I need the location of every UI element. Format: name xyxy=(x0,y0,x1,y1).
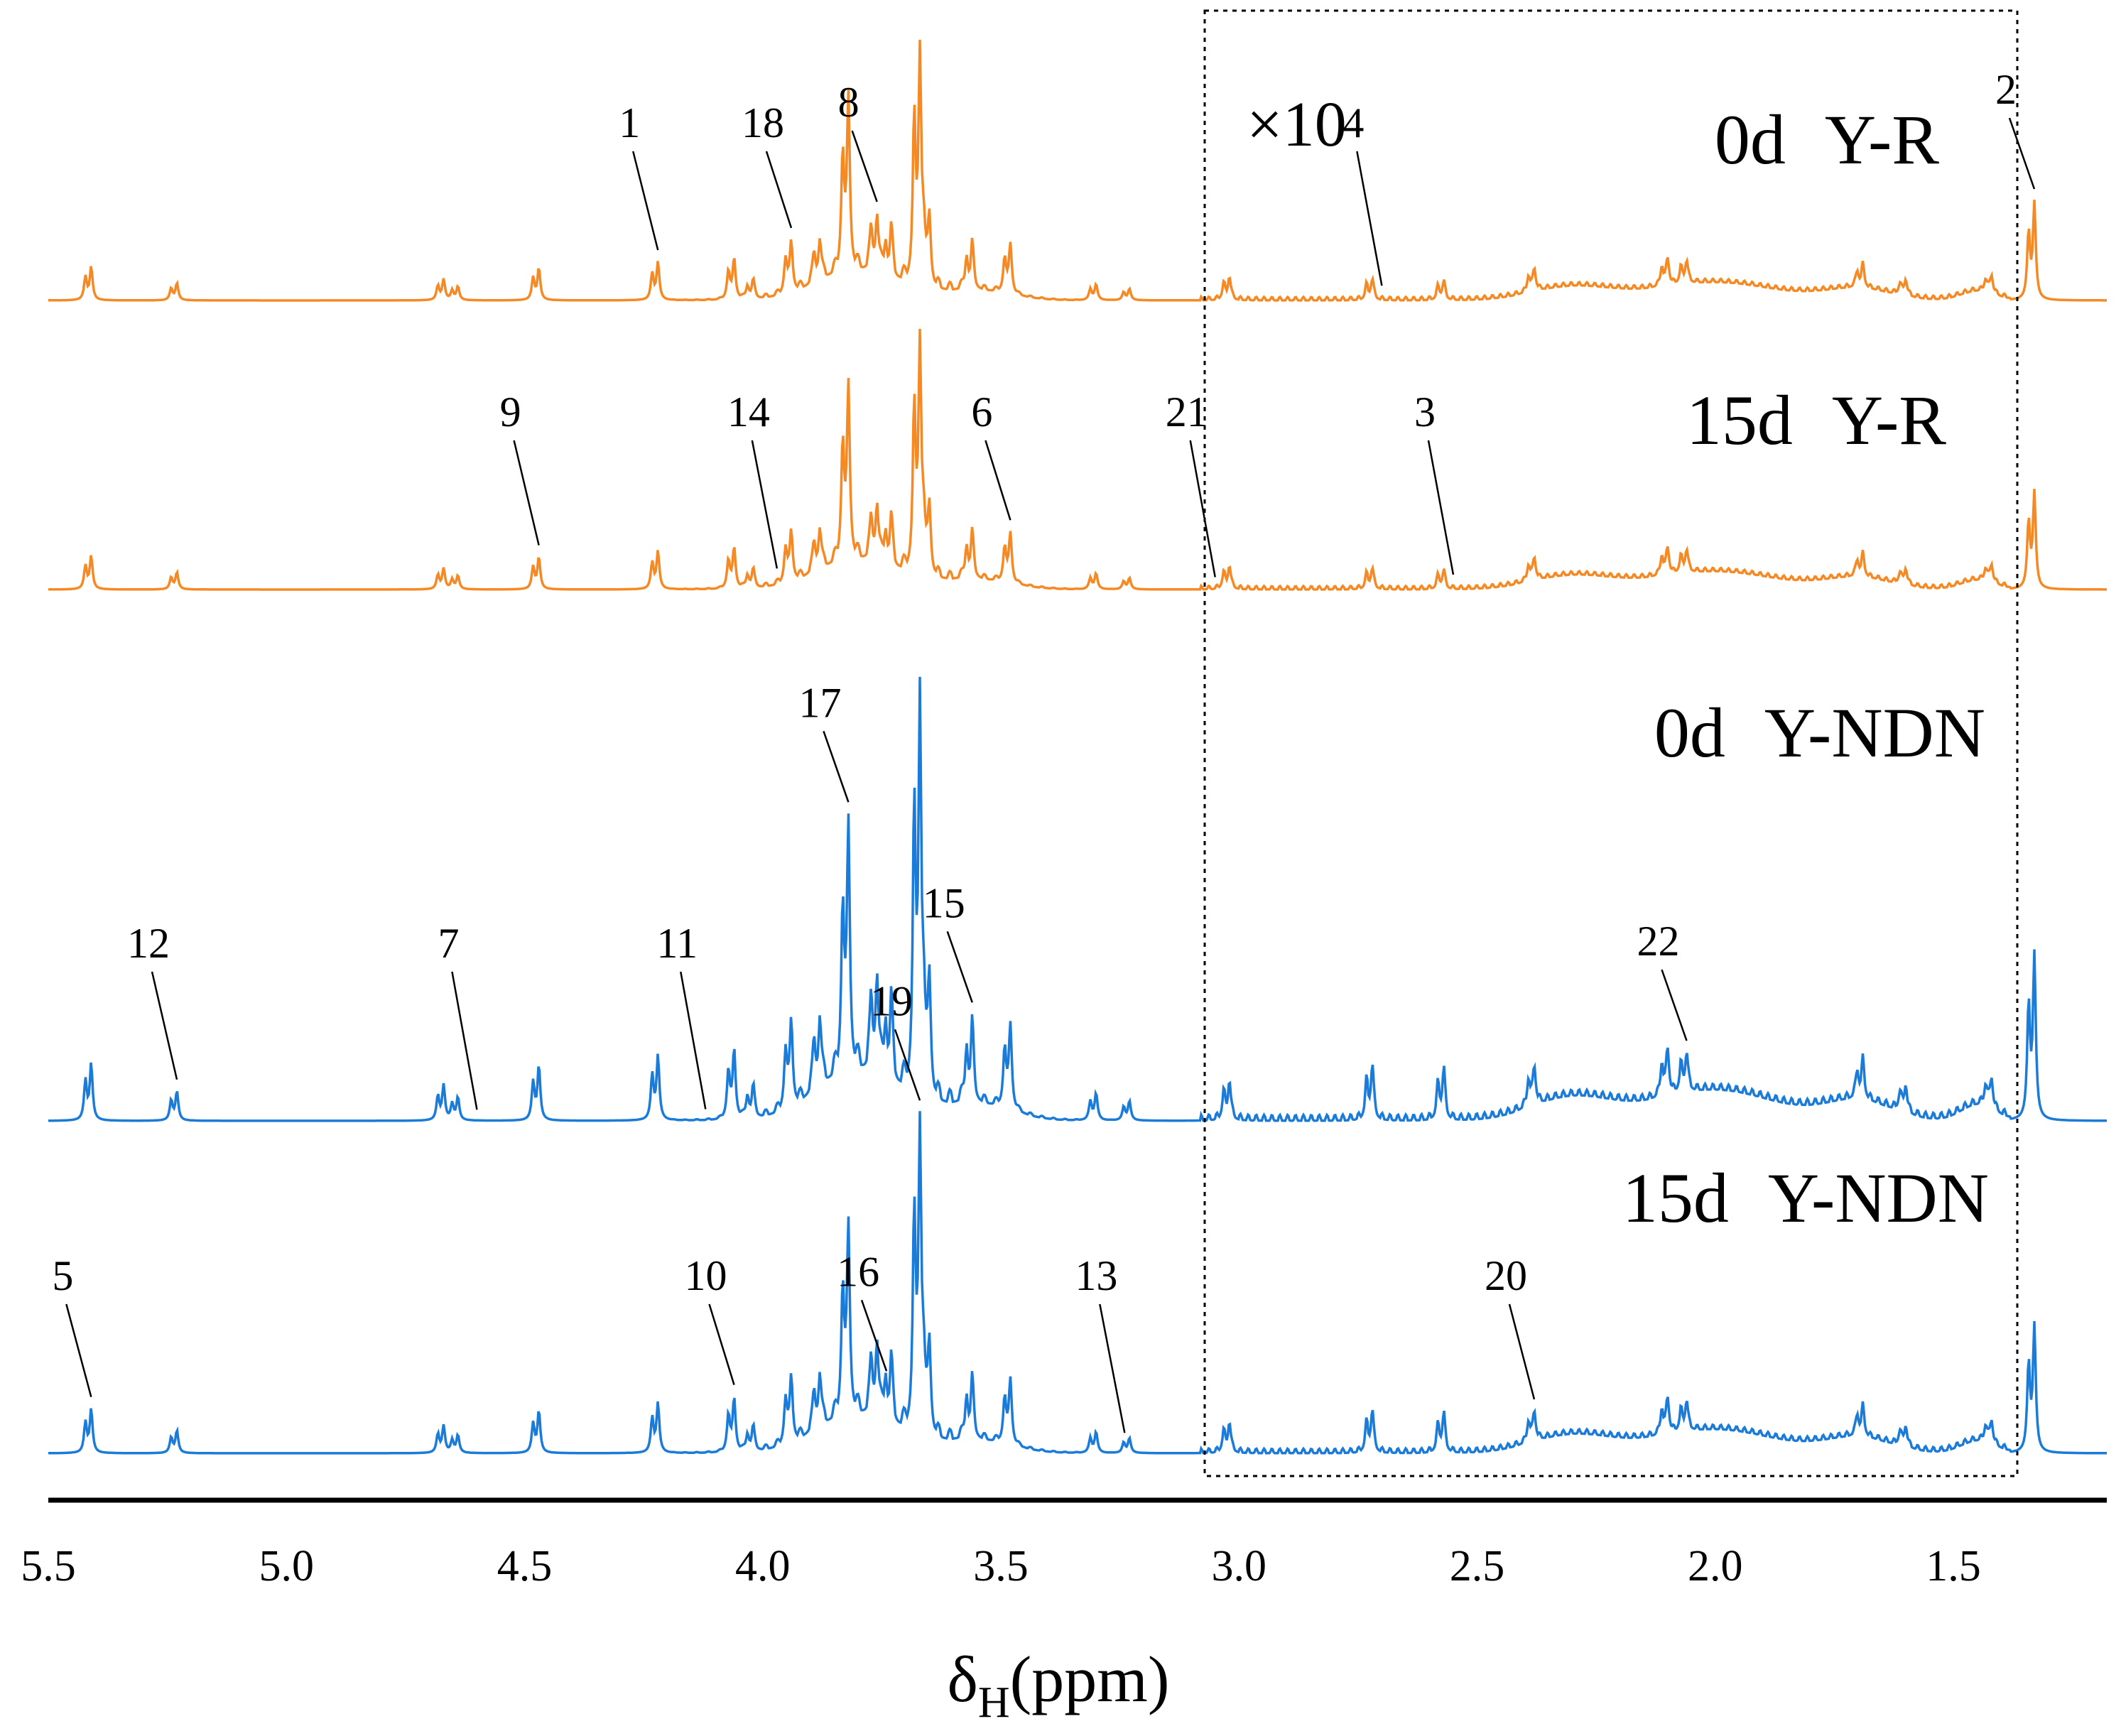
annotation-leader-11 xyxy=(680,971,707,1110)
annotation-leader-17 xyxy=(823,730,850,803)
annotation-leader-8 xyxy=(851,130,878,202)
spectrum-line-15d-y-ndn xyxy=(48,1111,2107,1455)
annotation-label-12: 12 xyxy=(127,920,170,967)
annotation-label-9: 9 xyxy=(500,389,521,435)
x-tick-label-3.5: 3.5 xyxy=(973,1542,1029,1590)
zoom-region-box xyxy=(1203,9,2019,1477)
x-axis-ticks-group: 5.5 5.0 4.5 4.0 3.5 3.0 2.5 2.0 1.5 xyxy=(21,1542,1981,1590)
annotation-label-13: 13 xyxy=(1075,1252,1117,1299)
annotation-leader-14 xyxy=(751,440,779,569)
annotation-label-8: 8 xyxy=(838,79,859,126)
annotation-label-22: 22 xyxy=(1637,918,1680,965)
annotation-label-11: 11 xyxy=(656,920,698,967)
series-label-15d-yr: 15d Y-R xyxy=(1686,381,1946,460)
annotation-label-20: 20 xyxy=(1485,1252,1527,1299)
peak-annotations-group: 1 18 8 4 2 9 14 6 21 3 12 7 11 17 15 22 5 10 16 19 13 20 xyxy=(52,66,2036,1433)
annotation-leader-18 xyxy=(765,151,793,229)
x-axis-label: δH(ppm) xyxy=(948,1643,1170,1727)
series-label-15d-yndn: 15d Y-NDN xyxy=(1622,1159,1989,1237)
series-label-15d-yndn-day: 15d xyxy=(1622,1159,1729,1237)
x-axis-label-subscript: H xyxy=(978,1678,1010,1727)
annotation-label-10: 10 xyxy=(685,1252,727,1299)
series-label-15d-yr-day: 15d xyxy=(1686,381,1793,460)
spectrum-line-0d-y-r xyxy=(48,39,2107,302)
series-label-0d-yndn-sample: Y-NDN xyxy=(1764,693,1985,772)
annotation-leader-3 xyxy=(1427,440,1455,575)
series-label-0d-yr: 0d Y-R xyxy=(1715,100,1939,179)
x-tick-label-4.0: 4.0 xyxy=(735,1542,791,1590)
annotation-leader-5 xyxy=(65,1303,92,1398)
series-label-0d-yr-day: 0d xyxy=(1715,100,1786,179)
annotation-leader-2 xyxy=(2008,117,2036,190)
annotation-label-17: 17 xyxy=(798,679,841,726)
annotation-label-19: 19 xyxy=(870,977,913,1024)
zoom-factor-label: ×10 xyxy=(1247,89,1347,160)
annotation-label-16: 16 xyxy=(837,1248,879,1295)
x-tick-label-2.5: 2.5 xyxy=(1450,1542,1505,1590)
annotation-leader-19 xyxy=(894,1029,921,1101)
annotation-label-21: 21 xyxy=(1166,389,1208,435)
spectrum-line-0d-y-ndn xyxy=(48,676,2107,1122)
annotation-leader-9 xyxy=(513,440,540,546)
x-tick-label-5.5: 5.5 xyxy=(21,1542,76,1590)
series-label-15d-yr-sample: Y-R xyxy=(1832,381,1946,460)
annotation-label-4: 4 xyxy=(1342,99,1364,146)
x-tick-label-2.0: 2.0 xyxy=(1688,1542,1743,1590)
annotation-leader-10 xyxy=(708,1303,735,1385)
annotation-label-3: 3 xyxy=(1414,389,1436,435)
x-tick-label-4.5: 4.5 xyxy=(497,1542,553,1590)
annotation-label-5: 5 xyxy=(52,1252,73,1299)
x-tick-label-5.0: 5.0 xyxy=(259,1542,315,1590)
x-tick-label-3.0: 3.0 xyxy=(1212,1542,1267,1590)
x-axis-label-unit: (ppm) xyxy=(1010,1643,1170,1715)
annotation-leader-4 xyxy=(1356,151,1383,286)
annotation-leader-20 xyxy=(1508,1303,1536,1400)
annotation-leader-7 xyxy=(451,971,478,1110)
x-axis-label-delta: δ xyxy=(948,1643,978,1715)
annotation-label-15: 15 xyxy=(923,879,965,926)
annotation-leader-21 xyxy=(1189,440,1216,577)
series-label-0d-yr-sample: Y-R xyxy=(1825,100,1939,179)
x-tick-label-1.5: 1.5 xyxy=(1926,1542,1981,1590)
series-label-0d-yndn-day: 0d xyxy=(1654,693,1725,772)
annotation-leader-1 xyxy=(632,151,659,251)
annotation-label-2: 2 xyxy=(1995,66,2017,113)
annotation-label-7: 7 xyxy=(438,920,459,967)
annotation-leader-15 xyxy=(946,931,973,1003)
series-label-0d-yndn: 0d Y-NDN xyxy=(1654,693,1985,772)
annotation-label-14: 14 xyxy=(727,389,770,435)
annotation-label-6: 6 xyxy=(971,389,992,435)
annotation-leader-6 xyxy=(984,440,1011,521)
annotation-leader-16 xyxy=(860,1299,888,1372)
annotation-label-18: 18 xyxy=(742,99,784,146)
annotation-leader-13 xyxy=(1099,1303,1126,1433)
annotation-label-1: 1 xyxy=(619,99,640,146)
spectrum-line-15d-y-r xyxy=(48,328,2107,591)
annotation-leader-22 xyxy=(1661,969,1688,1041)
annotation-leader-12 xyxy=(151,971,178,1080)
series-label-15d-yndn-sample: Y-NDN xyxy=(1768,1159,1989,1237)
spectra-group xyxy=(48,39,2107,1455)
